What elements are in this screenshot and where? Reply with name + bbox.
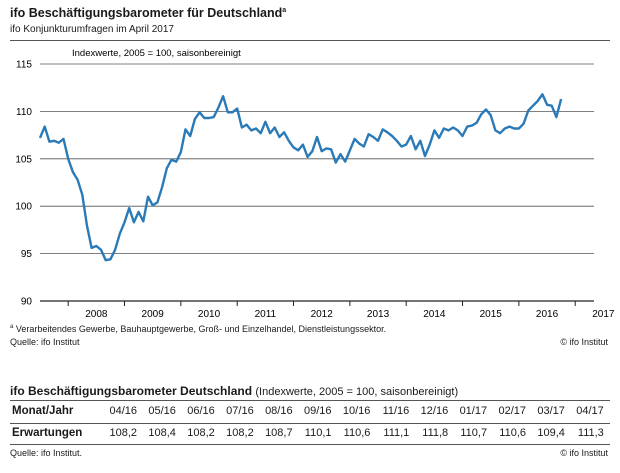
footnote-marker: a [282,6,287,14]
table-cell-month: 07/16 [226,405,254,417]
y-tick-label: 105 [15,154,32,165]
table-cell-value: 110,7 [460,427,488,439]
table-cell-month: 01/17 [459,405,488,417]
table-row-months: Monat/Jahr 04/16 05/16 06/16 07/16 08/16 09/1… [10,402,610,420]
table-cell-month: 10/16 [342,405,371,417]
x-tick-label: 2017 [592,309,615,320]
table-cell-value: 108,4 [148,427,176,439]
y-tick-label: 95 [21,249,33,260]
table-cell-value: 111,8 [422,427,449,439]
table-cell-value: 108,2 [187,427,215,439]
table-cell-value: 108,2 [226,427,254,439]
table-cell-month: 08/16 [265,405,293,417]
row-header-monat: Monat/Jahr [12,405,74,417]
line-chart: 90 95 100 105 110 115 2008 2009 2010 2011 2012 201… [15,48,615,320]
table-cell-month: 09/16 [303,405,332,417]
table-title-text: ifo Beschäftigungsbarometer Deutschland [10,384,253,398]
y-tick-label: 115 [16,60,32,71]
table-rule-bottom [10,444,610,445]
x-tick-label: 2012 [311,309,334,320]
chart-title-text: ifo Beschäftigungsbarometer für Deutschl… [10,6,283,20]
table-cell-month: 11/16 [382,405,410,417]
x-tick-label: 2015 [480,309,503,320]
footnote-marker-a: a [10,324,14,330]
y-axis-labels: 90 95 100 105 110 115 [15,60,32,308]
x-axis-labels: 2008 2009 2010 2011 2012 2013 2014 2015 2016 2017 [85,309,615,320]
chart-title: ifo Beschäftigungsbarometer für Deutschl… [10,6,286,20]
table-copyright: © ifo Institut [560,448,608,458]
table-cell-value: 111,3 [577,427,604,439]
y-tick-label: 100 [15,202,32,213]
table-cell-month: 06/16 [187,405,215,417]
table-row-erwartungen: Erwartungen 108,2 108,4 108,2 108,2 108,7 110… [10,424,610,442]
table-cell-value: 108,7 [265,427,293,439]
y-tick-label: 110 [16,107,32,118]
table-rule-top [10,400,610,401]
table-cell-value: 110,6 [499,427,526,439]
x-tick-label: 2014 [423,309,446,320]
x-tick-label: 2009 [142,309,165,320]
table-cell-month: 12/16 [420,405,449,417]
footnote-text: Verarbeitendes Gewerbe, Bauhauptgewerbe,… [15,324,387,334]
series-line [38,93,563,262]
table-cell-value: 110,1 [304,427,332,439]
chart-grid [40,63,594,302]
table-cell-month: 04/17 [576,405,604,417]
table-cell-value: 110,6 [343,427,371,439]
x-tick-label: 2011 [255,309,277,320]
footnote: a Verarbeitendes Gewerbe, Bauhauptgewerb… [10,324,386,334]
x-tick-label: 2008 [85,309,108,320]
table-cell-value: 111,1 [383,427,410,439]
table-cell-month: 04/16 [109,405,137,417]
table-cell-month: 03/17 [537,405,565,417]
x-axis-ticks [67,301,576,306]
table-title: ifo Beschäftigungsbarometer Deutschland … [10,384,458,398]
table-cell-value: 108,2 [109,427,137,439]
table-source: Quelle: ifo Institut. [10,448,83,458]
table-rule-mid [10,423,610,424]
table-cell-month: 02/17 [498,405,526,417]
chart-subtitle: ifo Konjunkturumfragen im April 2017 [10,24,174,35]
x-tick-label: 2010 [198,309,221,320]
table-title-paren: (Indexwerte, 2005 = 100, saisonbereinigt… [255,386,459,398]
chart-annotation: Indexwerte, 2005 = 100, saisonbereinigt [72,48,241,59]
row-header-erwartungen: Erwartungen [12,427,83,439]
y-tick-label: 90 [21,297,33,308]
header-rule [10,40,610,41]
x-tick-label: 2013 [367,309,390,320]
chart-source: Quelle: ifo Institut [10,337,80,347]
table-cell-value: 109,4 [537,427,565,439]
table-cell-month: 05/16 [148,405,176,417]
chart-copyright: © ifo Institut [560,337,608,347]
x-tick-label: 2016 [536,309,559,320]
